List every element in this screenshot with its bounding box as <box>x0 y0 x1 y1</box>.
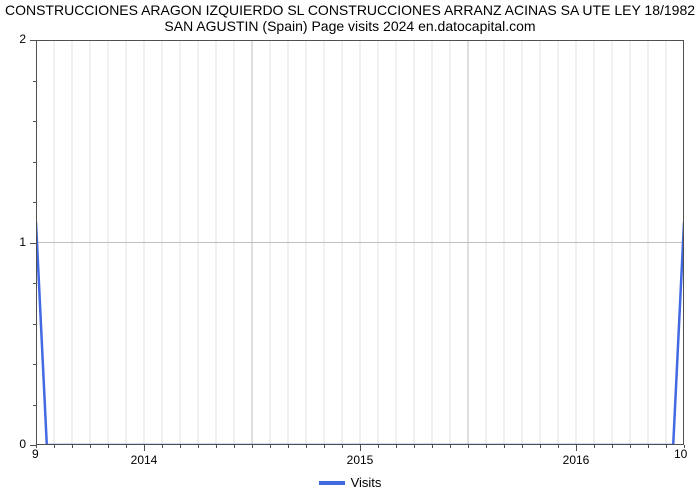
y-major-tick <box>30 40 36 41</box>
x-minor-tick <box>108 445 109 448</box>
plot-svg <box>36 40 684 445</box>
x-minor-tick <box>90 445 91 448</box>
x-minor-tick <box>180 445 181 448</box>
x-minor-tick <box>126 445 127 448</box>
x-tick-label: 2014 <box>131 453 158 467</box>
y-minor-tick <box>33 324 36 325</box>
corner-label-left: 9 <box>32 447 39 461</box>
legend: Visits <box>0 475 700 490</box>
x-minor-tick <box>378 445 379 448</box>
x-minor-tick <box>54 445 55 448</box>
x-minor-tick <box>594 445 595 448</box>
x-minor-tick <box>666 445 667 448</box>
x-minor-tick <box>270 445 271 448</box>
y-minor-tick <box>33 121 36 122</box>
x-minor-tick <box>504 445 505 448</box>
x-minor-tick <box>198 445 199 448</box>
x-major-tick <box>576 445 577 451</box>
legend-label: Visits <box>351 475 382 490</box>
y-major-tick <box>30 243 36 244</box>
x-minor-tick <box>324 445 325 448</box>
x-minor-tick <box>162 445 163 448</box>
chart-container: { "chart": { "type": "line", "title_line… <box>0 0 700 500</box>
x-tick-label: 2016 <box>563 453 590 467</box>
x-minor-tick <box>450 445 451 448</box>
y-tick-label: 0 <box>0 437 26 451</box>
x-minor-tick <box>414 445 415 448</box>
chart-title-line2: SAN AGUSTIN (Spain) Page visits 2024 en.… <box>164 18 535 34</box>
x-minor-tick <box>216 445 217 448</box>
x-minor-tick <box>252 445 253 448</box>
y-tick-label: 1 <box>0 235 26 249</box>
x-minor-tick <box>72 445 73 448</box>
chart-title: CONSTRUCCIONES ARAGON IZQUIERDO SL CONST… <box>0 2 700 34</box>
x-minor-tick <box>234 445 235 448</box>
x-minor-tick <box>432 445 433 448</box>
x-minor-tick <box>540 445 541 448</box>
x-minor-tick <box>486 445 487 448</box>
y-major-tick <box>30 445 36 446</box>
x-minor-tick <box>648 445 649 448</box>
x-minor-tick <box>468 445 469 448</box>
plot-area <box>36 40 684 445</box>
y-minor-tick <box>33 364 36 365</box>
y-minor-tick <box>33 202 36 203</box>
x-tick-label: 2015 <box>347 453 374 467</box>
x-major-tick <box>144 445 145 451</box>
x-minor-tick <box>630 445 631 448</box>
corner-label-right: 10 <box>674 447 687 461</box>
chart-title-line1: CONSTRUCCIONES ARAGON IZQUIERDO SL CONST… <box>5 2 695 18</box>
legend-swatch <box>319 481 345 485</box>
y-minor-tick <box>33 162 36 163</box>
x-minor-tick <box>612 445 613 448</box>
x-minor-tick <box>558 445 559 448</box>
y-minor-tick <box>33 81 36 82</box>
x-minor-tick <box>306 445 307 448</box>
x-minor-tick <box>396 445 397 448</box>
x-major-tick <box>360 445 361 451</box>
x-minor-tick <box>342 445 343 448</box>
y-tick-label: 2 <box>0 32 26 46</box>
y-minor-tick <box>33 405 36 406</box>
y-minor-tick <box>33 283 36 284</box>
x-minor-tick <box>288 445 289 448</box>
x-minor-tick <box>522 445 523 448</box>
